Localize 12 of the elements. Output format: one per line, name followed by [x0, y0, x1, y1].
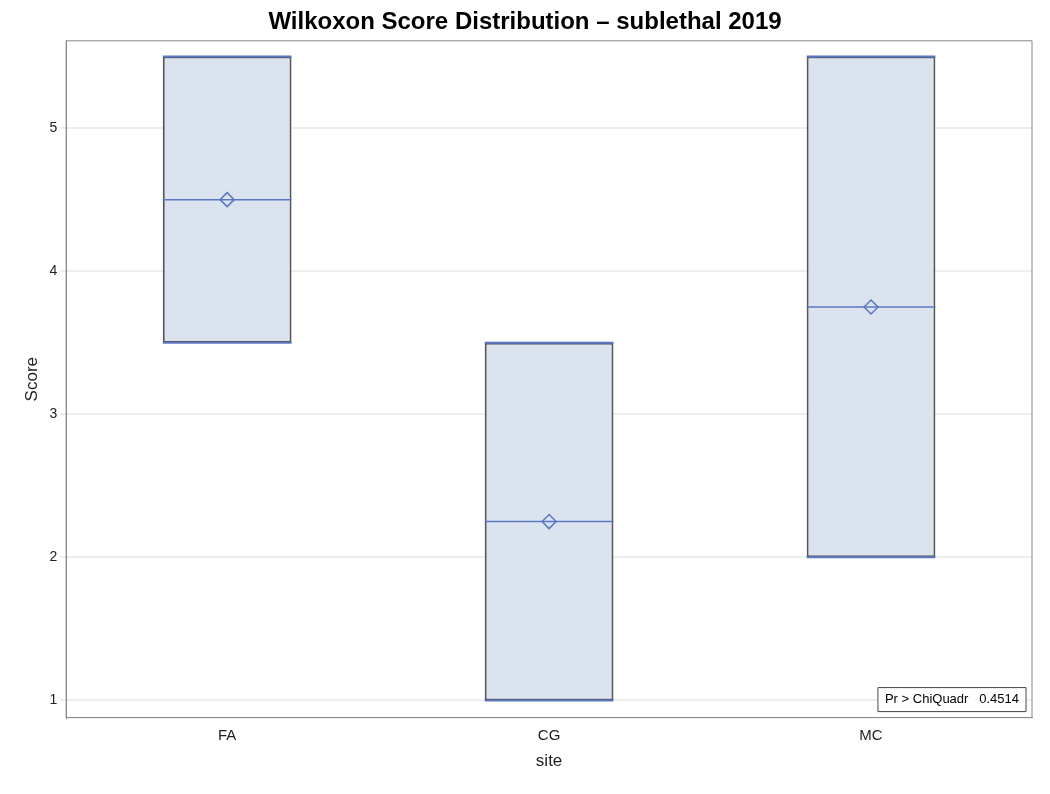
- x-tick-label: CG: [537, 725, 561, 743]
- y-tick-label: 3: [49, 405, 58, 422]
- y-tick-label: 2: [49, 548, 58, 565]
- y-tick-label: 4: [49, 262, 58, 279]
- y-tick-label: 5: [49, 118, 58, 135]
- annotation: Pr > ChiQuadr 0.4514: [884, 691, 1020, 707]
- x-axis-title: site: [535, 751, 563, 771]
- x-tick-label: MC: [859, 725, 883, 743]
- x-tick-label: FA: [217, 725, 237, 743]
- y-tick-label: 1: [49, 691, 58, 708]
- y-axis-title: Score: [21, 356, 41, 402]
- chart-title: Wilkoxon Score Distribution – sublethal 2019: [268, 7, 782, 35]
